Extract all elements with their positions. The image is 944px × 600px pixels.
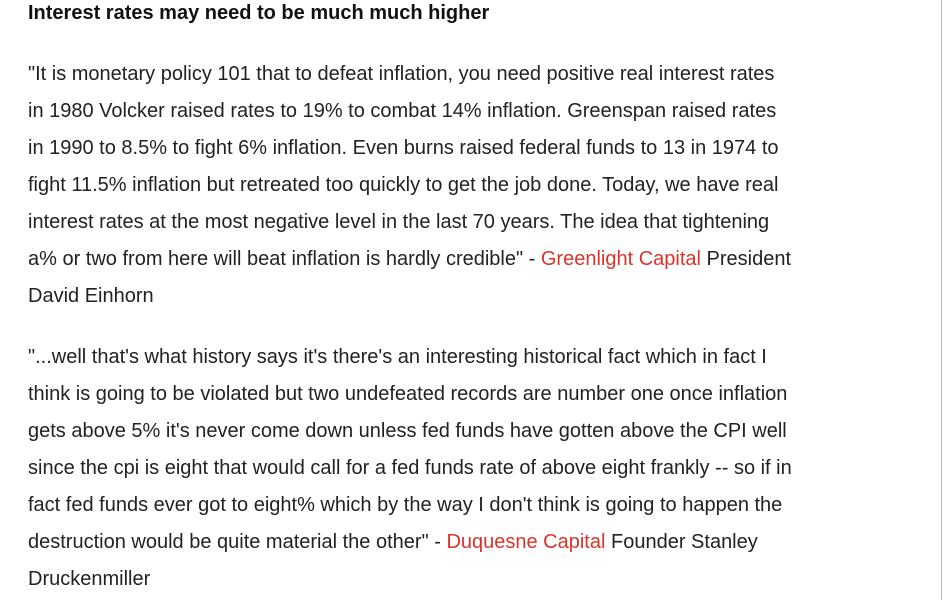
text-line: "...well that's what history says it's t… — [28, 346, 767, 368]
text-line: destruction would be quite material the … — [28, 524, 792, 561]
text-line: fight 11.5% inflation but retreated too … — [28, 174, 779, 196]
text-line: in 1980 Volcker raised rates to 19% to c… — [28, 100, 777, 122]
border — [941, 0, 942, 600]
text-line: David Einhorn — [28, 285, 154, 307]
source-link[interactable]: Greenlight Capital — [540, 248, 701, 270]
text-line: Druckenmiller — [28, 568, 151, 590]
text-line: think is going to be violated but two un… — [28, 383, 788, 405]
paragraph: "It is monetary policy 101 that to defea… — [28, 56, 791, 315]
text: a% or two from here will beat inflation … — [28, 248, 541, 270]
text: President — [700, 248, 792, 270]
source-link[interactable]: Duquesne Capital — [446, 531, 606, 553]
text: Founder Stanley — [605, 531, 758, 553]
title: Interest rates may need to be much much … — [28, 2, 490, 24]
text: destruction would be quite material the … — [28, 531, 447, 553]
paragraph: "...well that's what history says it's t… — [28, 339, 792, 598]
text-line: "It is monetary policy 101 that to defea… — [28, 63, 775, 85]
text-line: fact fed funds ever got to eight% which … — [28, 494, 783, 516]
text-line: gets above 5% it's never come down unles… — [28, 420, 787, 442]
text-line: a% or two from here will beat inflation … — [28, 241, 791, 278]
text-line: interest rates at the most negative leve… — [28, 211, 770, 233]
text-line: since the cpi is eight that would call f… — [28, 457, 792, 479]
text-line: in 1990 to 8.5% to fight 6% inflation. E… — [28, 137, 779, 159]
